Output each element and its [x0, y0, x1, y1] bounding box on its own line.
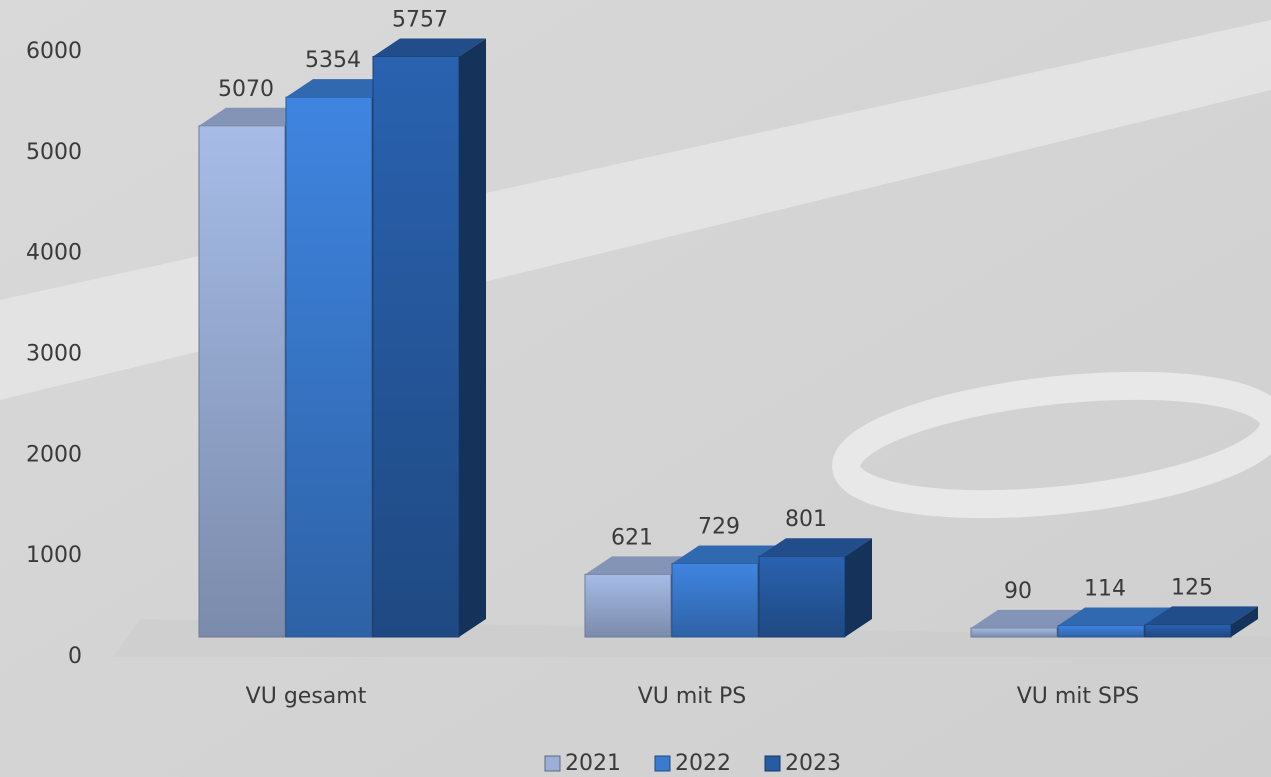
x-tick-label: VU mit SPS — [1017, 684, 1140, 709]
y-tick-label: 1000 — [26, 543, 82, 568]
y-tick-label: 2000 — [26, 442, 82, 467]
y-tick-label: 4000 — [26, 241, 82, 266]
legend-label: 2023 — [785, 751, 841, 776]
value-label: 5757 — [392, 8, 448, 33]
value-label: 90 — [1004, 579, 1032, 604]
value-label: 5070 — [218, 77, 274, 102]
bar-front — [373, 57, 459, 637]
y-tick-label: 5000 — [26, 140, 82, 165]
x-tick-label: VU gesamt — [246, 684, 367, 709]
legend-label: 2021 — [565, 751, 621, 776]
legend-swatch — [655, 756, 670, 771]
value-label: 125 — [1171, 575, 1213, 600]
legend-label: 2022 — [675, 751, 731, 776]
y-tick-label: 0 — [68, 644, 82, 669]
bar-front — [585, 574, 671, 637]
y-tick-label: 6000 — [26, 39, 82, 64]
value-label: 729 — [698, 514, 740, 539]
bar-front — [1145, 624, 1231, 637]
bar-front — [672, 563, 758, 637]
bar-side — [459, 39, 486, 637]
legend-swatch — [545, 756, 560, 771]
x-tick-label: VU mit PS — [638, 684, 747, 709]
legend-swatch — [765, 756, 780, 771]
y-tick-label: 3000 — [26, 342, 82, 367]
value-label: 5354 — [305, 48, 361, 73]
bar-front — [1058, 626, 1144, 637]
value-label: 114 — [1084, 577, 1126, 602]
value-label: 621 — [611, 525, 653, 550]
bar-front — [199, 126, 285, 637]
chart: 0 1000 2000 3000 4000 5000 6000 VU gesamt 5070 53… — [0, 0, 1271, 777]
bar-front — [971, 628, 1057, 637]
bar-front — [759, 556, 845, 637]
value-label: 801 — [785, 507, 827, 532]
bar-front — [286, 97, 372, 637]
